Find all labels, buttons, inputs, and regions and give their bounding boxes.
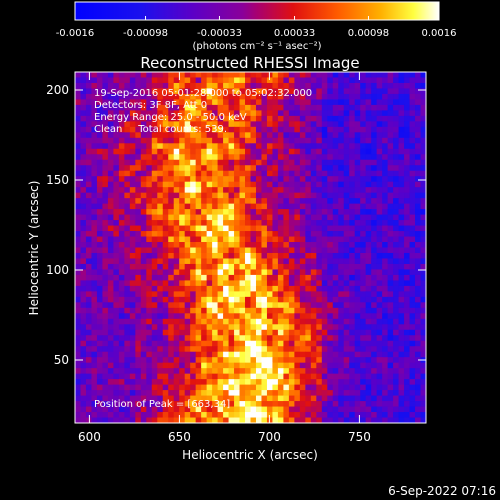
heatmap-grid — [75, 72, 426, 423]
colorbar-ticks: -0.0016 -0.00098 -0.00033 0.00033 0.00098 0.0… — [56, 16, 457, 39]
y-axis: 50 100 150 200 — [46, 83, 426, 367]
y-tick-label: 150 — [46, 173, 69, 187]
colorbar-tick-label: -0.00033 — [197, 28, 242, 39]
peak-position-label: Position of Peak = [663,34] — [94, 399, 230, 410]
footer-timestamp: 6-Sep-2022 07:16 — [388, 484, 496, 498]
plot-frame — [74, 71, 427, 424]
y-tick-label: 100 — [46, 263, 69, 277]
colorbar-units: (photons cm⁻² s⁻¹ asec⁻²) — [192, 41, 321, 52]
colorbar-tick-label: 0.00098 — [348, 28, 389, 39]
colorbar-tick-label: 0.00033 — [274, 28, 315, 39]
colorbar-tick-label: 0.0016 — [422, 28, 457, 39]
x-tick-label: 750 — [348, 430, 371, 444]
image-area — [75, 72, 426, 423]
x-axis-label: Heliocentric X (arcsec) — [182, 448, 318, 462]
x-tick-label: 700 — [258, 430, 281, 444]
y-tick-label: 50 — [54, 353, 69, 367]
info-energy-range: Energy Range: 25.0 - 50.0 keV — [94, 112, 247, 123]
colorbar: -0.0016 -0.00098 -0.00033 0.00033 0.00098 0.0… — [56, 1, 457, 52]
plot-title: Reconstructed RHESSI Image — [140, 54, 359, 72]
colorbar-tick-label: -0.00098 — [123, 28, 168, 39]
info-detectors: Detectors: 3F 8F, Att 0 — [94, 100, 207, 111]
colorbar-gradient — [74, 1, 440, 21]
y-axis-label: Heliocentric Y (arcsec) — [27, 181, 41, 316]
y-tick-label: 200 — [46, 83, 69, 97]
x-tick-label: 650 — [168, 430, 191, 444]
x-tick-label: 600 — [78, 430, 101, 444]
info-time-range: 19-Sep-2016 05:01:28.000 to 05:02:32.000 — [94, 88, 312, 99]
info-clean-counts: Clean Total counts: 539. — [94, 124, 227, 135]
info-block: 19-Sep-2016 05:01:28.000 to 05:02:32.000… — [94, 88, 312, 135]
x-axis: 600 650 700 750 — [78, 72, 371, 444]
colorbar-tick-label: -0.0016 — [56, 28, 95, 39]
